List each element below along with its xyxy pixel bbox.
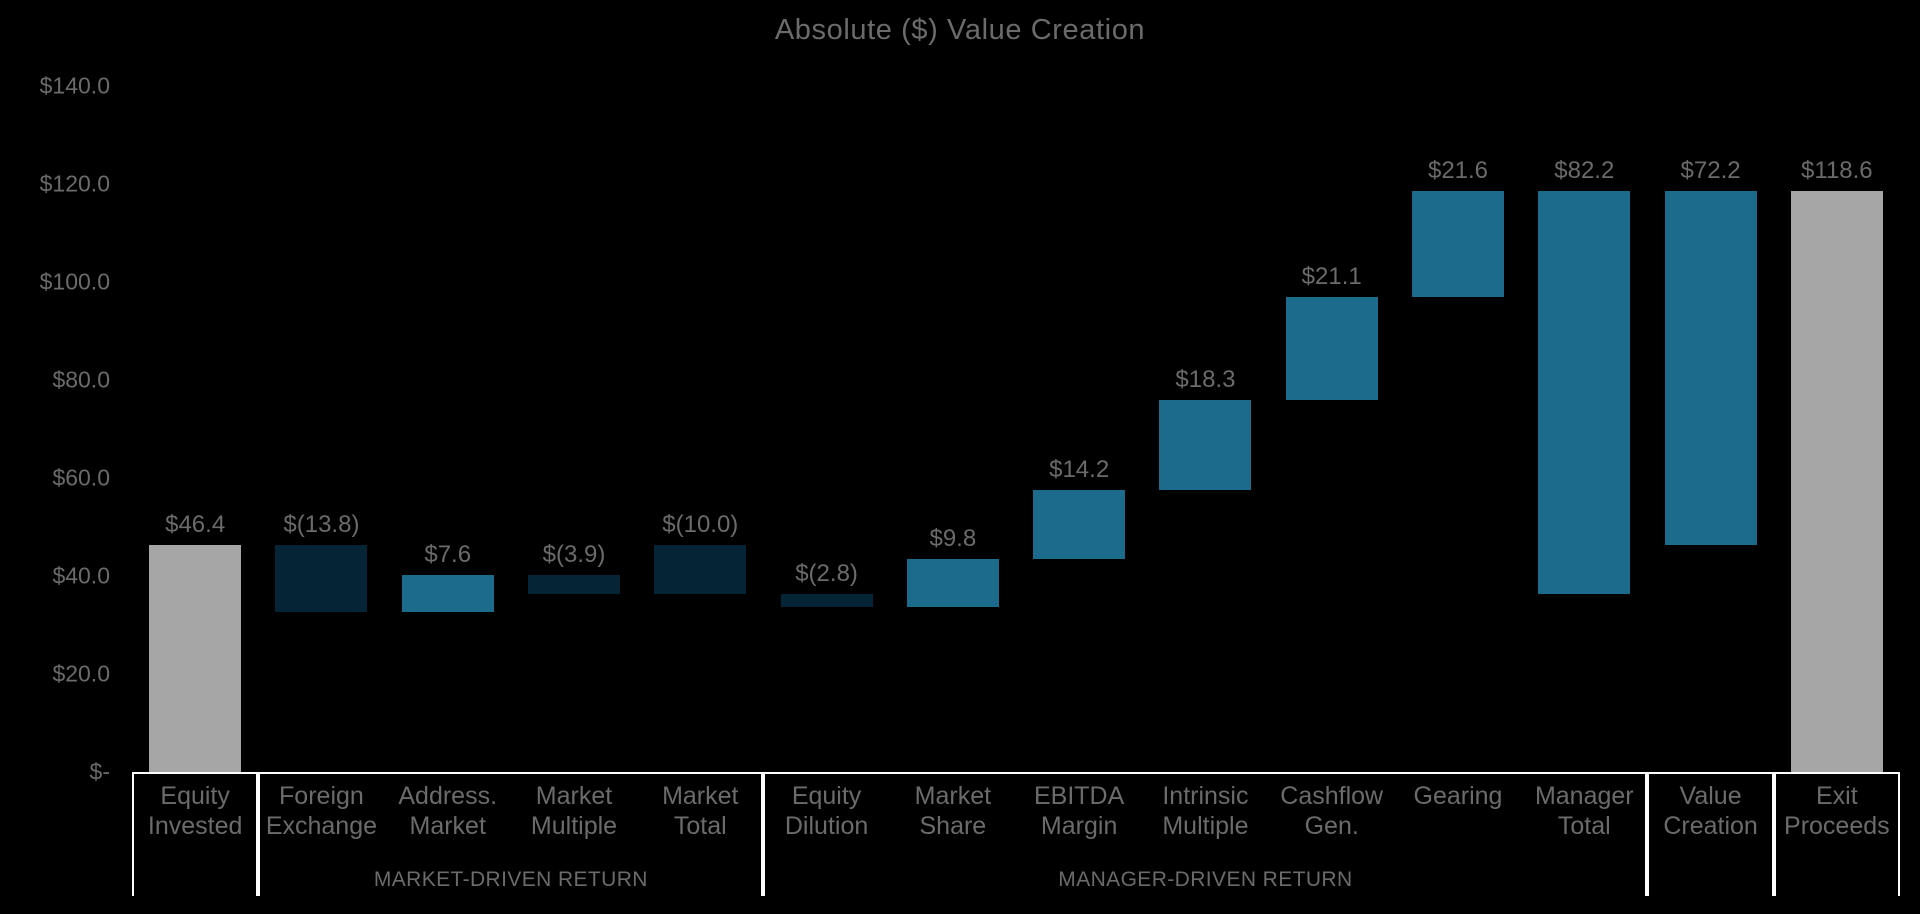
bar-address-market[interactable] <box>401 575 494 613</box>
category-label-line2: Dilution <box>784 811 869 840</box>
x-axis-category-label: Foreign Exchange <box>266 782 377 841</box>
category-label-line1: Equity <box>160 782 230 810</box>
bar-value-label: $18.3 <box>1175 366 1236 394</box>
bar-market-total[interactable] <box>654 544 747 594</box>
category-label-line2: Exchange <box>265 811 378 840</box>
category-label-line2: Invested <box>147 811 243 840</box>
category-label-line1: EBITDA <box>1033 782 1125 810</box>
category-label-line1: Market <box>535 782 613 810</box>
category-label-line1: Gearing <box>1413 782 1503 810</box>
bar-equity-invested[interactable] <box>149 544 242 772</box>
y-axis-tick-label: $140.0 <box>39 72 110 99</box>
x-axis-category-label: Equity Dilution <box>785 782 868 841</box>
bar-value-label: $9.8 <box>929 525 977 553</box>
x-axis-category-label: Exit Proceeds <box>1784 782 1890 841</box>
bar-value-label: $14.2 <box>1049 455 1110 483</box>
y-axis-tick-label: $20.0 <box>52 660 110 687</box>
category-group-box <box>1647 772 1774 896</box>
x-axis-category-label: Manager Total <box>1535 782 1634 841</box>
category-label-line2: Creation <box>1663 811 1758 840</box>
category-label-line1: Market <box>914 782 992 810</box>
category-label-line1: Cashflow <box>1280 782 1384 810</box>
bar-value-creation[interactable] <box>1664 190 1757 545</box>
bar-exit-proceeds[interactable] <box>1790 190 1883 772</box>
bar-value-label: $21.6 <box>1427 156 1489 184</box>
bar-value-label: $(3.9) <box>542 541 606 569</box>
category-label-line2: Market <box>409 811 486 840</box>
category-label-line2: Share <box>919 811 987 840</box>
x-axis-category-label: EBITDA Margin <box>1034 782 1124 841</box>
x-axis-category-label: Cashflow Gen. <box>1280 782 1383 841</box>
category-group-box <box>763 772 1648 896</box>
category-label-line2: Multiple <box>1162 811 1249 840</box>
bar-value-label: $7.6 <box>424 541 472 569</box>
bar-value-label: $72.2 <box>1680 156 1741 184</box>
category-label-line1: Value <box>1679 782 1742 810</box>
category-label-line1: Equity <box>791 782 862 810</box>
y-axis-tick-label: $80.0 <box>52 366 110 393</box>
page-title: Absolute ($) Value Creation <box>774 14 1146 46</box>
bar-gearing[interactable] <box>1412 190 1504 297</box>
category-label-line1: Exit <box>1816 782 1858 810</box>
bar-market-share[interactable] <box>906 559 999 608</box>
y-axis-tick-label: $60.0 <box>52 464 110 491</box>
category-label-line1: Manager <box>1534 782 1634 810</box>
bar-market-multiple[interactable] <box>528 575 620 595</box>
bar-value-label: $118.6 <box>1801 156 1873 184</box>
group-label: MANAGER-DRIVEN RETURN <box>1058 868 1353 891</box>
x-axis-category-label: Intrinsic Multiple <box>1162 782 1248 841</box>
y-axis-tick-label: $40.0 <box>52 562 110 589</box>
x-axis-category-label: Address. Market <box>398 782 497 841</box>
y-axis-tick-label: $- <box>89 758 110 785</box>
x-axis-category-label: Equity Invested <box>148 782 243 841</box>
x-axis-category-label: Gearing <box>1414 782 1503 812</box>
x-axis-category-label: Value Creation <box>1663 782 1758 841</box>
category-group-box <box>1773 772 1900 896</box>
category-label-line2: Gen. <box>1304 811 1359 840</box>
y-axis-tick-label: $120.0 <box>39 170 110 197</box>
bar-intrinsic-multiple[interactable] <box>1159 400 1252 490</box>
category-label-line1: Foreign <box>279 782 364 810</box>
category-label-line2: Multiple <box>530 811 618 840</box>
bar-equity-dilution[interactable] <box>780 593 873 608</box>
bar-value-label: $46.4 <box>165 510 226 538</box>
category-label-line2: Total <box>673 811 727 840</box>
category-label-line2: Total <box>1557 811 1611 840</box>
x-axis-category-label: Market Total <box>662 782 738 841</box>
bar-value-label: $82.2 <box>1554 156 1615 184</box>
category-label-line2: Margin <box>1040 811 1118 840</box>
group-label: MARKET-DRIVEN RETURN <box>373 868 648 891</box>
category-group-box <box>132 772 259 896</box>
x-axis-category-label: Market Share <box>915 782 991 841</box>
x-axis-category-label: Market Multiple <box>531 782 617 841</box>
bar-cashflow-gen[interactable] <box>1285 296 1378 401</box>
bar-value-label: $(2.8) <box>795 559 858 587</box>
bar-value-label: $(10.0) <box>662 510 739 538</box>
bar-manager-total[interactable] <box>1538 190 1631 594</box>
bar-foreign-exchange[interactable] <box>275 544 368 613</box>
y-axis-tick-label: $100.0 <box>39 268 110 295</box>
bar-value-label: $21.1 <box>1301 262 1362 290</box>
bar-ebitda-margin[interactable] <box>1033 489 1126 560</box>
category-group-box <box>258 772 764 896</box>
category-label-line1: Address. <box>398 782 498 810</box>
bar-value-label: $(13.8) <box>283 510 360 538</box>
category-label-line1: Intrinsic <box>1162 782 1249 810</box>
category-label-line2: Proceeds <box>1784 811 1890 840</box>
category-label-line1: Market <box>662 782 739 810</box>
